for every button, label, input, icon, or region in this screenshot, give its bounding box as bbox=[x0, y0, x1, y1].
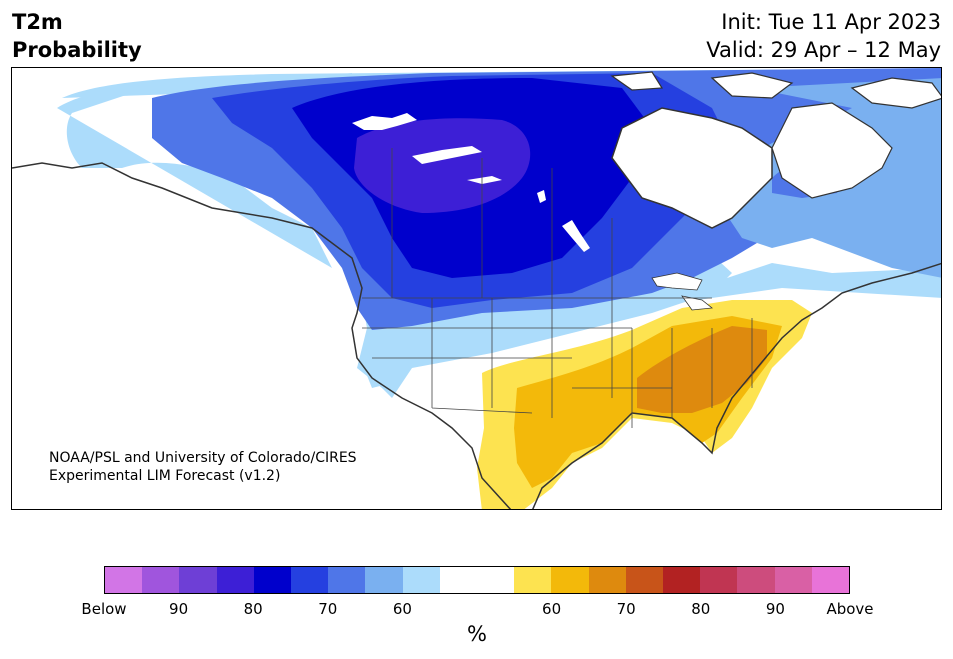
colorbar-swatch bbox=[811, 567, 850, 593]
colorbar-swatch bbox=[737, 567, 775, 593]
credit-line-2: Experimental LIM Forecast (v1.2) bbox=[49, 468, 281, 484]
probability-map bbox=[11, 67, 942, 510]
colorbar-tick-label: 80 bbox=[691, 600, 711, 618]
arctic-islands bbox=[610, 71, 941, 109]
great-bear-lake bbox=[352, 113, 417, 130]
colorbar-swatch bbox=[105, 567, 143, 593]
colorbar-swatch bbox=[439, 567, 478, 593]
chart-title: T2m Probability bbox=[12, 8, 142, 64]
colorbar-tick-label: 60 bbox=[392, 600, 412, 618]
colorbar-swatch bbox=[216, 567, 254, 593]
colorbar-tick-label: 60 bbox=[542, 600, 562, 618]
coastline bbox=[12, 162, 941, 509]
colorbar-swatch bbox=[477, 567, 515, 593]
valid-period: Valid: 29 Apr – 12 May bbox=[706, 38, 941, 62]
colorbar-tick-label: 90 bbox=[169, 600, 189, 618]
lake-athabasca bbox=[467, 176, 502, 184]
colorbar-swatch bbox=[291, 567, 329, 593]
colorbar-tick-label: 90 bbox=[765, 600, 785, 618]
title-line-1: T2m bbox=[12, 10, 63, 34]
colorbar-swatch bbox=[774, 567, 812, 593]
credit-text: NOAA/PSL and University of Colorado/CIRE… bbox=[49, 449, 357, 485]
great-slave-lake bbox=[412, 146, 482, 164]
colorbar-swatch bbox=[328, 567, 366, 593]
lake-manitoba bbox=[537, 190, 546, 203]
colorbar-swatch bbox=[179, 567, 217, 593]
colorbar-swatch bbox=[142, 567, 180, 593]
above-80-region bbox=[637, 326, 767, 413]
colorbar-swatch bbox=[625, 567, 664, 593]
state-province-borders bbox=[362, 148, 753, 428]
colorbar-swatch bbox=[588, 567, 626, 593]
colorbar-swatch bbox=[551, 567, 589, 593]
colorbar-tick-label: Above bbox=[826, 600, 874, 618]
colorbar-swatch bbox=[700, 567, 738, 593]
colorbar bbox=[104, 566, 850, 594]
forecast-dates: Init: Tue 11 Apr 2023 Valid: 29 Apr – 12… bbox=[706, 8, 941, 64]
colorbar-swatch bbox=[253, 567, 292, 593]
colorbar-swatch bbox=[514, 567, 552, 593]
colorbar-tick-label: 70 bbox=[616, 600, 636, 618]
map-canvas bbox=[12, 68, 941, 509]
hudson-bay-coast bbox=[611, 107, 773, 229]
colorbar-swatch bbox=[365, 567, 403, 593]
lake-winnipeg bbox=[562, 220, 590, 252]
great-lakes bbox=[651, 272, 714, 311]
init-date: Init: Tue 11 Apr 2023 bbox=[721, 10, 941, 34]
colorbar-tick-label: 70 bbox=[318, 600, 338, 618]
greenland-quebec bbox=[771, 102, 893, 199]
credit-line-1: NOAA/PSL and University of Colorado/CIRE… bbox=[49, 450, 357, 466]
colorbar-tick-label: 80 bbox=[243, 600, 263, 618]
colorbar-tick-label: Below bbox=[81, 600, 127, 618]
colorbar-swatch bbox=[402, 567, 440, 593]
title-line-2: Probability bbox=[12, 38, 142, 62]
below-90-core bbox=[354, 118, 531, 213]
colorbar-swatch bbox=[663, 567, 701, 593]
colorbar-unit: % bbox=[467, 622, 487, 646]
